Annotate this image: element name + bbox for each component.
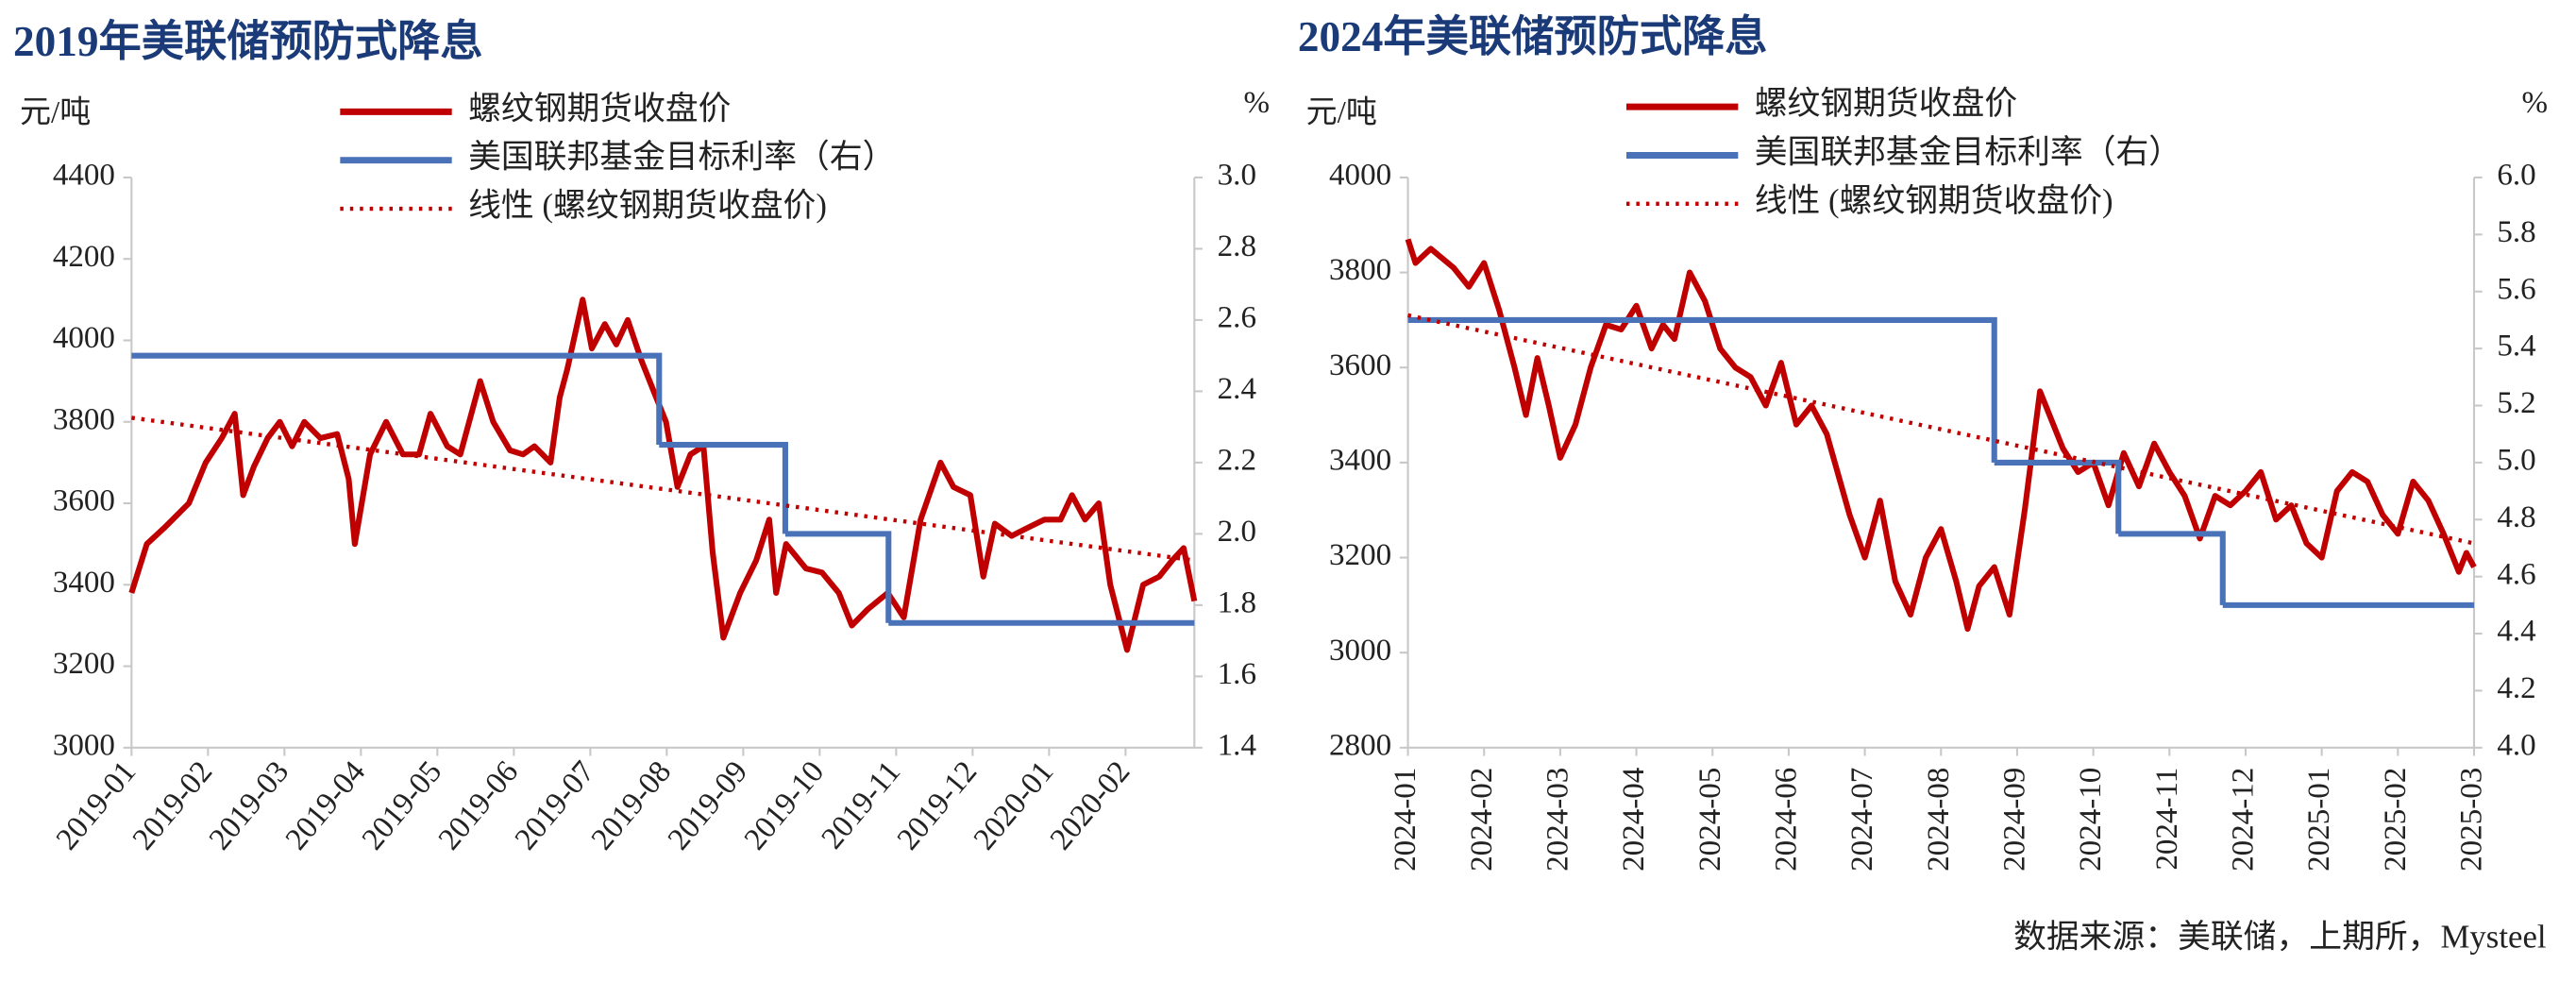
price-line xyxy=(1405,238,2477,633)
x-tick-label: 2024-05 xyxy=(1693,768,1727,872)
y2-tick-label: 1.6 xyxy=(1218,657,1256,691)
y-tick-label: 4400 xyxy=(53,159,115,193)
y-tick-label: 3800 xyxy=(53,402,115,436)
y-tick-label: 4000 xyxy=(53,321,115,355)
y-axis-unit: 元/吨 xyxy=(20,94,91,129)
x-tick-label: 2019-05 xyxy=(356,755,448,857)
legend-label: 螺纹钢期货收盘价 xyxy=(468,90,731,127)
y-axis-unit: 元/吨 xyxy=(1306,94,1377,129)
x-tick-label: 2024-01 xyxy=(1389,768,1423,872)
x-tick-label: 2019-03 xyxy=(203,755,295,857)
x-tick-label: 2024-09 xyxy=(1998,768,2032,872)
x-tick-label: 2019-06 xyxy=(432,755,525,857)
y-tick-label: 3600 xyxy=(1329,348,1391,382)
y2-tick-label: 2.8 xyxy=(1218,229,1256,263)
price-line xyxy=(128,296,1198,653)
y-tick-label: 3000 xyxy=(53,728,115,762)
y2-tick-label: 2.6 xyxy=(1218,301,1256,335)
trend-line xyxy=(1407,313,2475,546)
y-tick-label: 3400 xyxy=(53,566,115,600)
legend-label: 螺纹钢期货收盘价 xyxy=(1755,85,2017,122)
x-tick-label: 2025-01 xyxy=(2302,768,2336,872)
y2-tick-label: 5.8 xyxy=(2497,215,2535,249)
y-tick-label: 4200 xyxy=(53,240,115,274)
y2-tick-label: 6.0 xyxy=(2497,159,2535,193)
y2-tick-label: 1.4 xyxy=(1218,728,1256,762)
x-tick-label: 2020-01 xyxy=(968,755,1060,857)
rate-step xyxy=(784,531,892,623)
rate-step xyxy=(659,441,788,534)
y2-tick-label: 4.0 xyxy=(2497,728,2535,762)
y-tick-label: 3400 xyxy=(1329,443,1391,477)
y2-tick-label: 4.6 xyxy=(2497,557,2535,591)
rate-step xyxy=(1994,459,2122,534)
y-tick-label: 3800 xyxy=(1329,253,1391,287)
y-tick-label: 4000 xyxy=(1329,159,1391,193)
x-tick-label: 2019-07 xyxy=(509,755,601,857)
x-tick-label: 2019-08 xyxy=(585,755,678,857)
x-tick-label: 2019-09 xyxy=(662,755,754,857)
rate-step xyxy=(131,352,663,446)
y2-tick-label: 5.4 xyxy=(2497,330,2535,364)
x-tick-label: 2024-07 xyxy=(1845,768,1879,872)
legend-label: 线性 (螺纹钢期货收盘价) xyxy=(468,187,827,224)
x-tick-label: 2019-02 xyxy=(126,755,219,857)
y2-tick-label: 5.2 xyxy=(2497,386,2535,420)
x-tick-label: 2025-02 xyxy=(2379,768,2413,872)
x-tick-label: 2024-08 xyxy=(1922,768,1956,872)
y2-axis-unit: % xyxy=(2521,86,2548,120)
source-note: 数据来源：美联储，上期所，Mysteel xyxy=(2013,918,2546,955)
x-tick-label: 2019-04 xyxy=(279,755,372,857)
x-tick-label: 2024-10 xyxy=(2074,768,2108,872)
x-tick-label: 2025-03 xyxy=(2455,768,2489,872)
y2-tick-label: 2.4 xyxy=(1218,372,1256,406)
chart-title: 2024年美联储预防式降息 xyxy=(1298,13,1768,60)
x-tick-label: 2024-11 xyxy=(2150,768,2184,871)
x-tick-label: 2019-11 xyxy=(816,755,908,856)
y2-tick-label: 4.4 xyxy=(2497,615,2535,649)
x-tick-label: 2019-01 xyxy=(50,755,143,857)
x-tick-label: 2024-12 xyxy=(2227,768,2261,872)
y-tick-label: 3000 xyxy=(1329,634,1391,668)
legend-label: 线性 (螺纹钢期货收盘价) xyxy=(1755,182,2113,219)
legend-label: 美国联邦基金目标利率（右） xyxy=(468,139,895,176)
rate-step xyxy=(1407,316,1997,463)
x-tick-label: 2020-02 xyxy=(1044,755,1136,857)
y2-tick-label: 5.0 xyxy=(2497,443,2535,477)
y-tick-label: 3200 xyxy=(53,647,115,681)
x-tick-label: 2019-12 xyxy=(891,755,984,857)
y-tick-label: 3600 xyxy=(53,484,115,518)
x-tick-label: 2024-04 xyxy=(1617,768,1651,872)
x-tick-label: 2024-06 xyxy=(1770,768,1804,872)
y2-tick-label: 5.6 xyxy=(2497,272,2535,306)
y2-tick-label: 1.8 xyxy=(1218,585,1256,619)
y-tick-label: 3200 xyxy=(1329,538,1391,572)
legend-label: 美国联邦基金目标利率（右） xyxy=(1755,133,2181,170)
y2-axis-unit: % xyxy=(1244,86,1271,120)
x-tick-label: 2024-02 xyxy=(1465,768,1499,872)
rate-step xyxy=(2118,531,2226,605)
x-tick-label: 2024-03 xyxy=(1541,768,1574,872)
y2-tick-label: 3.0 xyxy=(1218,159,1256,193)
y2-tick-label: 2.0 xyxy=(1218,515,1256,549)
x-tick-label: 2019-10 xyxy=(738,755,831,857)
y2-tick-label: 4.2 xyxy=(2497,671,2535,705)
y2-tick-label: 2.2 xyxy=(1218,443,1256,477)
y2-tick-label: 4.8 xyxy=(2497,500,2535,534)
chart-title: 2019年美联储预防式降息 xyxy=(13,18,483,65)
y-tick-label: 2800 xyxy=(1329,728,1391,762)
trend-line xyxy=(131,415,1195,563)
